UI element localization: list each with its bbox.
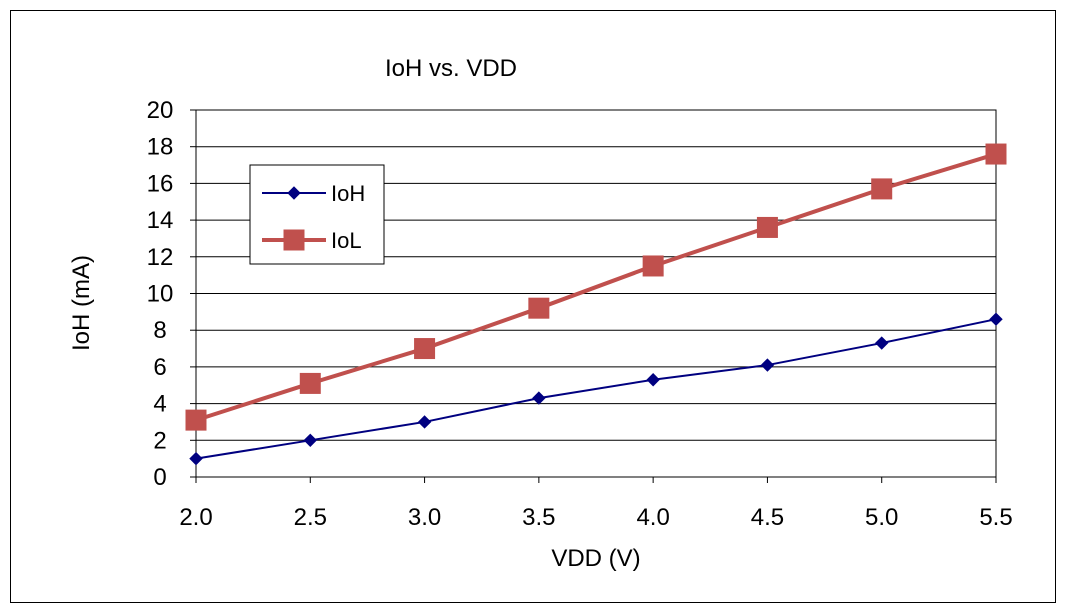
series-iol (185, 143, 1007, 431)
data-point-ioh (417, 415, 432, 429)
y-tick-label: 14 (147, 207, 174, 234)
legend-label: IoL (331, 228, 362, 253)
x-tick-label: 2.5 (294, 504, 327, 531)
series-line-iol (195, 152, 997, 423)
data-point-iol (985, 143, 1007, 165)
x-tick-label: 5.0 (865, 504, 898, 531)
data-point-iol (414, 338, 436, 360)
data-point-ioh (303, 433, 317, 448)
y-tick-label: 8 (153, 317, 166, 344)
data-point-iol (756, 216, 778, 238)
y-tick-label: 12 (147, 244, 174, 271)
data-point-iol (528, 297, 550, 319)
legend-box (249, 164, 385, 265)
legend-item-iol: IoL (262, 228, 362, 253)
y-tick-label: 18 (147, 134, 174, 161)
series-layer (185, 143, 1007, 466)
x-tick-label: 4.0 (636, 504, 669, 531)
y-tick-label: 16 (147, 170, 174, 197)
data-point-ioh (760, 358, 775, 372)
data-point-ioh (189, 451, 203, 466)
data-point-iol (642, 255, 664, 277)
data-point-iol (871, 178, 893, 200)
legend-item-ioh: IoH (262, 181, 365, 206)
legend: IoH IoL (249, 164, 385, 265)
x-axis-title: VDD (V) (551, 545, 640, 572)
data-point-ioh (875, 336, 889, 350)
series-ioh (189, 312, 1003, 466)
x-tick-label: 2.0 (179, 504, 212, 531)
y-axis-ticks: 0 2 4 6 8 10 12 14 16 18 20 (147, 97, 196, 491)
data-point-ioh (646, 373, 660, 387)
legend-marker (283, 229, 305, 251)
legend-label: IoH (331, 181, 365, 206)
data-point-iol (299, 372, 321, 394)
x-tick-label: 4.5 (751, 504, 784, 531)
y-tick-label: 4 (153, 391, 166, 418)
legend-marker (287, 186, 301, 200)
y-tick-label: 10 (147, 281, 174, 308)
y-tick-label: 2 (153, 427, 166, 454)
x-axis-ticks: 2.0 2.5 3.0 3.5 4.0 4.5 5.0 5.5 (179, 477, 1013, 531)
data-point-ioh (532, 391, 546, 405)
x-tick-label: 3.5 (522, 504, 555, 531)
y-axis-title: IoH (mA) (68, 255, 95, 351)
y-tick-label: 6 (153, 354, 166, 381)
data-point-iol (185, 409, 207, 431)
y-tick-label: 0 (153, 464, 166, 491)
y-tick-label: 20 (147, 97, 174, 124)
x-tick-label: 5.5 (979, 504, 1012, 531)
x-tick-label: 3.0 (408, 504, 441, 531)
series-line-ioh (195, 318, 997, 460)
data-point-ioh (989, 312, 1003, 326)
chart-title: IoH vs. VDD (385, 55, 517, 82)
